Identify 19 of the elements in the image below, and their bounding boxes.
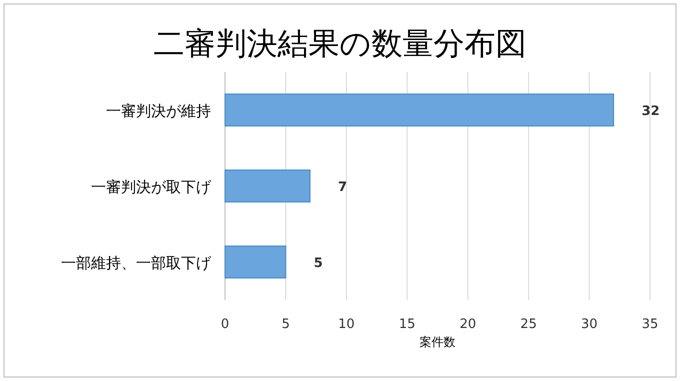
x-tick-label: 35 (642, 317, 658, 332)
x-tick-label: 20 (460, 317, 476, 332)
data-label: 5 (314, 256, 323, 271)
y-tick-label: 一審判決が維持 (106, 102, 211, 120)
x-tick-label: 5 (282, 317, 290, 332)
data-label: 32 (642, 104, 660, 119)
x-tick-label: 25 (520, 317, 537, 332)
y-tick-label: 一部維持、一部取下げ (61, 254, 212, 272)
x-tick-label: 10 (338, 317, 355, 332)
chart-title: 二審判決結果の数量分布図 (154, 26, 526, 62)
bar (224, 170, 310, 202)
x-tick-label: 15 (398, 317, 416, 332)
data-label: 7 (338, 180, 348, 195)
x-tick-label: 30 (581, 317, 598, 332)
x-axis-title: 案件数 (420, 335, 456, 349)
bar (224, 94, 614, 126)
y-tick-label: 一審判決が取下げ (91, 178, 212, 196)
x-tick-label: 0 (220, 317, 230, 332)
bar (224, 246, 286, 278)
